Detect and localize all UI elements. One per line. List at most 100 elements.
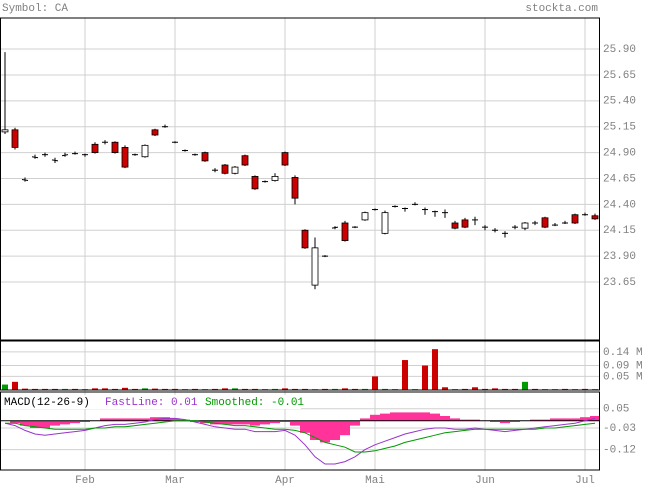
volume-bar: [402, 360, 408, 390]
y-tick-label: 24.40: [603, 199, 636, 211]
candle-body: [361, 212, 369, 221]
y-tick-label: 24.90: [603, 148, 636, 160]
candle-body: [451, 222, 459, 229]
y-tick-label: 24.15: [603, 225, 636, 237]
macd-histogram-bar: [190, 420, 200, 422]
candle-body: [51, 159, 59, 162]
volume-bar: [242, 388, 248, 390]
y-tick-label: 25.40: [603, 96, 636, 108]
panel-frame: [0, 17, 600, 341]
volume-bar: [472, 387, 478, 390]
macd-histogram-bar: [10, 420, 20, 424]
legend-background: [1, 395, 301, 409]
y-tick-label: 24.65: [603, 173, 636, 185]
macd-histogram-bar: [170, 418, 180, 421]
macd-histogram-bar: [530, 419, 540, 421]
candle-body: [111, 141, 119, 153]
volume-bar: [292, 388, 298, 390]
candle-body: [121, 147, 129, 168]
source-label: stockta.com: [525, 3, 598, 15]
macd-histogram-bar: [540, 419, 550, 421]
macd-histogram-bar: [30, 420, 40, 428]
volume-bar: [342, 388, 348, 390]
volume-bar: [102, 388, 108, 390]
candle-body: [11, 129, 19, 148]
macd-histogram-bar: [300, 420, 310, 433]
volume-bar: [122, 387, 128, 390]
legend-entry: FastLine: 0.01: [105, 397, 198, 409]
macd-line: [5, 420, 596, 453]
y-tick-label: 0.09 M: [603, 360, 643, 372]
macd-histogram-bar: [570, 418, 580, 421]
symbol-title: Symbol: CA: [2, 3, 68, 15]
candle-body: [201, 152, 209, 162]
panel-frame: [0, 391, 600, 471]
legend-entry: Smoothed: -0.01: [205, 397, 304, 409]
volume-bar: [522, 381, 528, 390]
volume-bar: [492, 388, 498, 390]
macd-histogram-bar: [430, 413, 440, 421]
x-tick-label: Mar: [165, 475, 185, 486]
macd-histogram-bar: [550, 418, 560, 421]
volume-bar: [442, 387, 448, 390]
macd-histogram-bar: [410, 412, 420, 421]
candle-body: [331, 226, 339, 229]
candle-body: [141, 144, 149, 158]
macd-histogram-bar: [470, 419, 480, 421]
y-tick-label: 23.90: [603, 251, 636, 263]
macd-histogram-bar: [40, 420, 50, 428]
candle-body: [91, 143, 99, 153]
macd-histogram-bar: [460, 419, 470, 421]
macd-histogram-bar: [340, 420, 350, 436]
volume-bar: [462, 388, 468, 390]
macd-histogram-bar: [500, 420, 510, 424]
volume-bar: [132, 388, 138, 390]
y-tick-label: 25.90: [603, 44, 636, 56]
x-tick-label: Apr: [275, 475, 295, 486]
volume-bar: [272, 388, 278, 390]
macd-histogram-bar: [450, 418, 460, 421]
macd-histogram-bar: [110, 418, 120, 421]
volume-bar: [502, 388, 508, 390]
candle-body: [31, 156, 39, 159]
volume-bar: [512, 388, 518, 390]
candle-body: [381, 212, 389, 234]
y-tick-label: 25.15: [603, 122, 636, 134]
volume-bar: [42, 388, 48, 390]
x-tick-label: Feb: [75, 475, 95, 486]
volume-bar: [112, 388, 118, 390]
y-tick-label: 0.14 M: [603, 347, 643, 359]
volume-bar: [62, 388, 68, 390]
macd-histogram-bar: [380, 413, 390, 421]
volume-bar: [302, 388, 308, 390]
candle-body: [541, 217, 549, 228]
macd-histogram-bar: [120, 418, 130, 421]
volume-bar: [2, 384, 8, 390]
macd-histogram-bar: [180, 419, 190, 421]
macd-histogram-bar: [70, 420, 80, 424]
volume-bar: [352, 388, 358, 390]
volume-bar: [152, 388, 158, 390]
volume-bar: [282, 388, 288, 390]
candle-body: [241, 155, 249, 166]
macd-histogram-bar: [220, 420, 230, 425]
volume-bar: [92, 388, 98, 390]
macd-histogram-bar: [80, 420, 90, 422]
volume-bar: [362, 388, 368, 390]
macd-line: [4, 417, 596, 465]
volume-bar: [582, 388, 588, 390]
macd-histogram-bar: [320, 420, 330, 443]
candle-body: [221, 164, 229, 174]
macd-histogram-bar: [390, 412, 400, 421]
volume-bar: [382, 388, 388, 390]
candle-body: [341, 222, 349, 242]
volume-bar: [52, 388, 58, 390]
candle-body: [591, 215, 599, 220]
y-tick-label: 0.05 M: [603, 371, 643, 383]
macd-histogram-bar: [160, 417, 170, 421]
candle-body: [251, 176, 259, 190]
x-tick-label: Jun: [475, 475, 495, 486]
volume-bar: [422, 365, 428, 390]
